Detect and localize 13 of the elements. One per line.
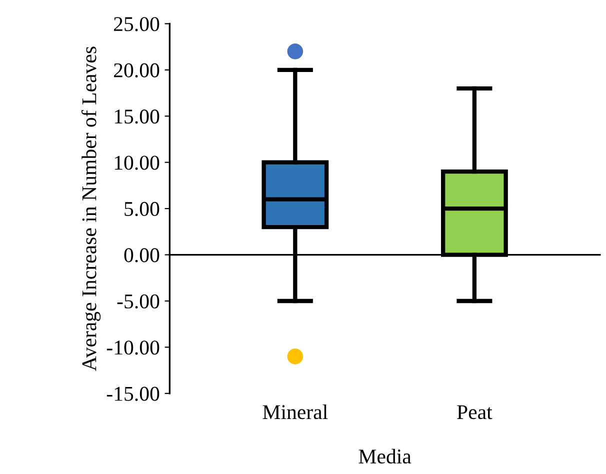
y-tick-label: -5.00	[117, 294, 160, 309]
x-axis-title: Media	[358, 448, 412, 464]
y-axis-title: Average Increase in Number of Leaves	[81, 46, 101, 371]
y-tick-label: -15.00	[106, 386, 160, 401]
y-tick-label: -10.00	[106, 340, 160, 355]
y-tick-label: 0.00	[124, 248, 160, 262]
x-tick-label: Peat	[457, 405, 492, 420]
y-tick-label: 25.00	[114, 17, 160, 32]
y-tick-label: 5.00	[124, 202, 160, 216]
y-tick-label: 15.00	[114, 110, 160, 124]
y-tick-label: 20.00	[114, 63, 160, 78]
x-tick-label: Mineral	[262, 404, 328, 420]
y-tick-label: 10.00	[114, 156, 160, 170]
